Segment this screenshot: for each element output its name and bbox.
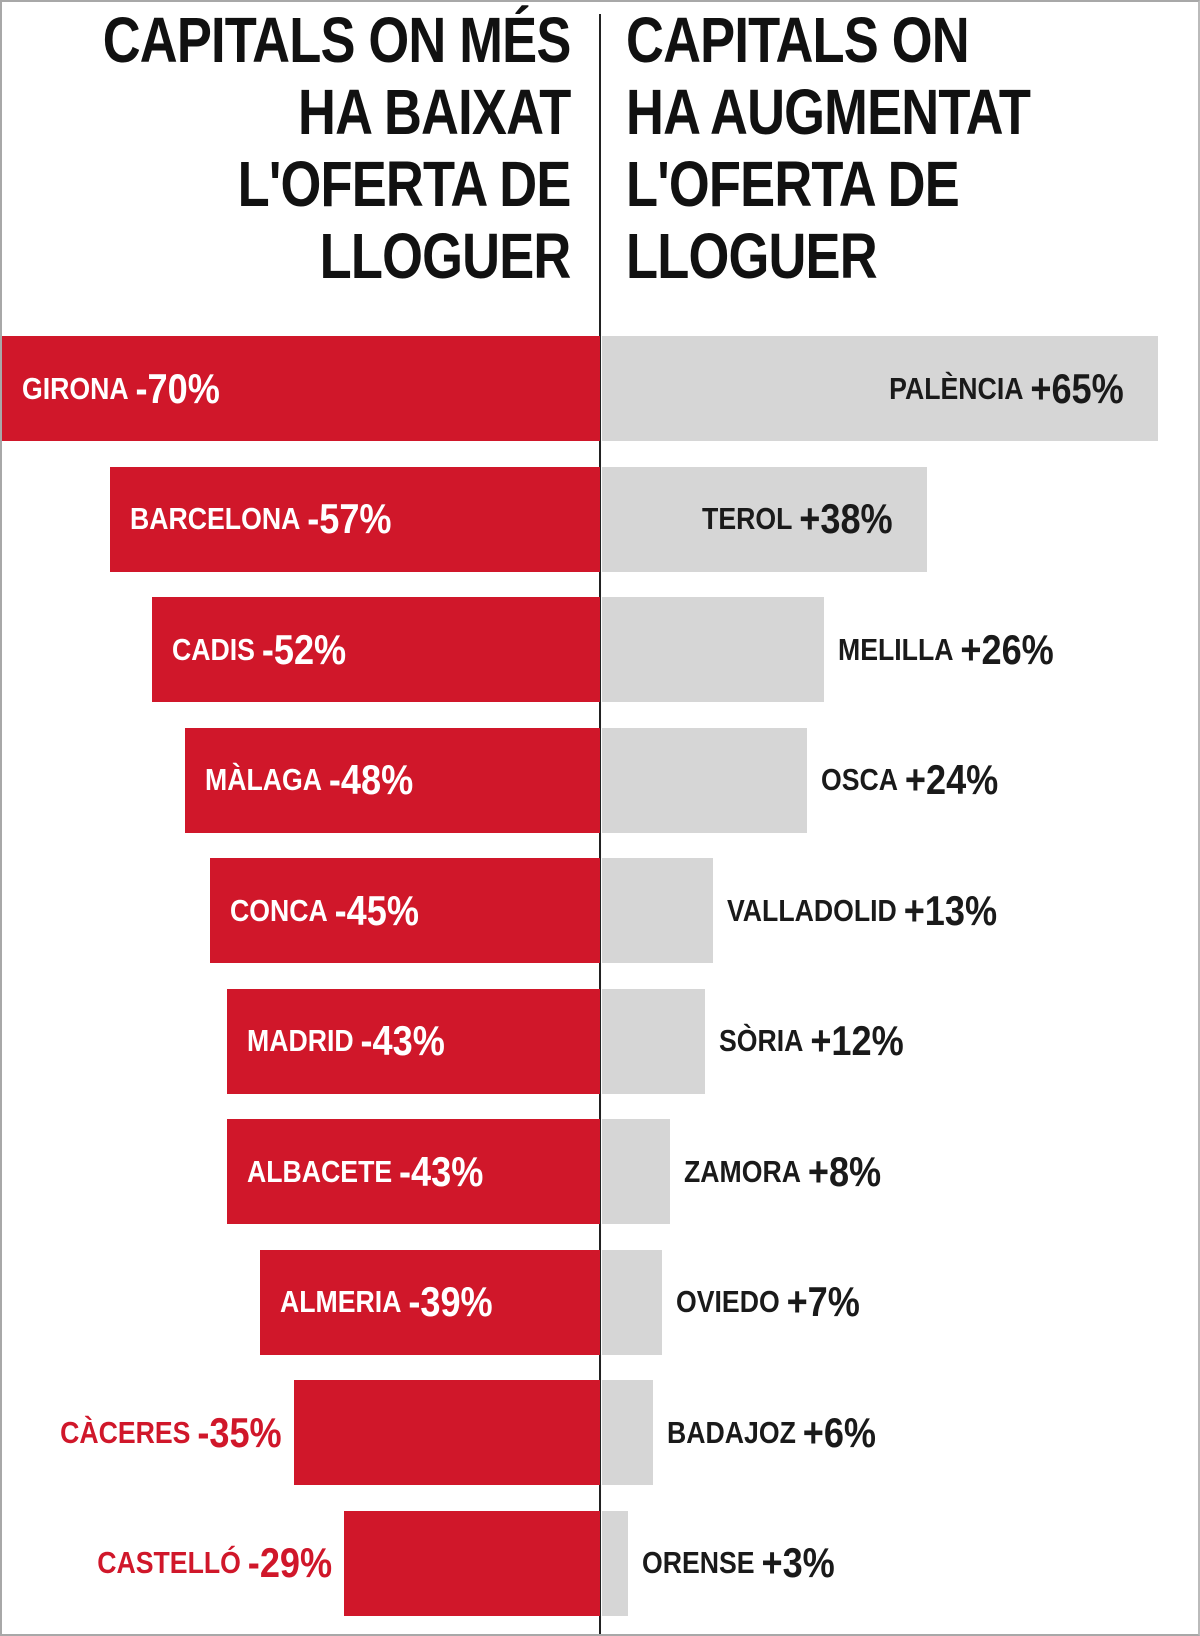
bar-label-name: ALBACETE [246, 1153, 393, 1189]
decrease-label: CASTELLÓ -29% [97, 1511, 332, 1616]
increase-label: SÒRIA +12% [719, 989, 904, 1094]
decrease-bar [260, 1249, 600, 1355]
decrease-label: MADRID -43% [247, 989, 445, 1094]
decrease-label: MÀLAGA -48% [205, 728, 413, 833]
decrease-label: CONCA -45% [230, 858, 419, 963]
bar-label-name: CÀCERES [60, 1414, 191, 1450]
increase-label: VALLADOLID +13% [727, 858, 997, 963]
title-left: CAPITALS ON MÉS HA BAIXAT L'OFERTA DE LL… [2, 4, 571, 292]
increase-bar [602, 336, 1158, 441]
title-line: HA BAIXAT [297, 76, 571, 148]
increase-bar [602, 858, 714, 963]
bar-label-name: GIRONA [21, 370, 129, 406]
bar-label-name: MADRID [246, 1023, 354, 1058]
bar-label-value: +6% [803, 1408, 877, 1456]
increase-bar [602, 727, 808, 833]
decrease-bar [110, 466, 600, 572]
increase-bar [602, 1380, 654, 1485]
decrease-bar [226, 988, 600, 1094]
title-line: L'OFERTA DE [237, 148, 571, 220]
increase-bar [602, 1249, 662, 1355]
bar-label-value: -35% [197, 1408, 282, 1456]
bar-label-value: +12% [809, 1017, 904, 1064]
bar-label-value: -52% [261, 625, 346, 673]
decrease-label: ALBACETE -43% [247, 1119, 483, 1224]
increase-label: OSCA +24% [821, 728, 998, 833]
bar-label-value: +7% [786, 1278, 860, 1325]
bar-label-name: ALMERIA [280, 1284, 402, 1319]
bar-label-value: -57% [307, 495, 392, 542]
title-line: CAPITALS ON MÉS [102, 4, 571, 76]
bar-label-value: -48% [329, 756, 414, 803]
increase-label: PALÈNCIA +65% [889, 336, 1124, 441]
center-axis [599, 14, 601, 1634]
decrease-bar [185, 727, 600, 833]
bar-label-value: -43% [398, 1147, 484, 1195]
title-line: L'OFERTA DE [626, 148, 960, 220]
bar-label-value: +65% [1030, 364, 1124, 412]
bar-label-value: +8% [808, 1147, 882, 1195]
decrease-bar [343, 1510, 600, 1616]
bar-label-value: +24% [905, 756, 999, 803]
bar-label-name: CASTELLÓ [96, 1545, 241, 1580]
increase-label: OVIEDO +7% [676, 1250, 860, 1355]
bar-label-value: +13% [903, 886, 998, 934]
bar-label-value: -45% [334, 886, 420, 934]
bar-label-name: PALÈNCIA [889, 370, 1024, 406]
title-line: CAPITALS ON [626, 4, 970, 76]
decrease-bar [210, 858, 600, 963]
bar-label-name: ZAMORA [684, 1153, 802, 1189]
bar-label-name: SÒRIA [718, 1023, 804, 1058]
increase-label: TEROL +38% [702, 467, 893, 572]
bar-label-value: +38% [799, 495, 893, 542]
increase-bar [602, 597, 825, 702]
increase-bar [602, 1119, 671, 1224]
increase-bar [602, 1510, 628, 1616]
bar-label-name: MÀLAGA [205, 762, 323, 797]
bar-label-value: -70% [135, 364, 220, 412]
bar-label-value: +26% [960, 625, 1055, 673]
decrease-label: GIRONA -70% [22, 336, 220, 441]
decrease-bar [226, 1119, 600, 1224]
decrease-bar [151, 597, 600, 702]
bar-label-name: CONCA [230, 892, 329, 928]
bar-label-value: -43% [360, 1017, 445, 1064]
bar-label-name: OVIEDO [675, 1284, 780, 1319]
increase-label: BADAJOZ +6% [667, 1380, 876, 1485]
title-line: LLOGUER [626, 220, 878, 292]
bar-label-name: MELILLA [838, 631, 954, 667]
decrease-label: CÀCERES -35% [60, 1380, 282, 1485]
bar-label-name: CADIS [171, 631, 255, 667]
decrease-bar [2, 336, 600, 441]
title-line: LLOGUER [319, 220, 571, 292]
decrease-label: ALMERIA -39% [280, 1250, 493, 1355]
bar-label-name: ORENSE [641, 1545, 755, 1580]
bar-label-value: -39% [408, 1278, 494, 1325]
bar-label-value: -29% [247, 1539, 332, 1586]
increase-label: ZAMORA +8% [684, 1119, 881, 1224]
increase-bar [602, 466, 927, 572]
decrease-label: CADIS -52% [172, 597, 346, 702]
increase-bar [602, 988, 705, 1094]
bar-label-name: OSCA [821, 762, 899, 797]
increase-label: MELILLA +26% [838, 597, 1054, 702]
decrease-bar [293, 1380, 600, 1485]
bar-label-name: TEROL [702, 501, 793, 536]
bar-label-value: +3% [761, 1539, 835, 1586]
bar-label-name: BARCELONA [130, 501, 301, 536]
bar-label-name: BADAJOZ [667, 1414, 797, 1450]
title-line: HA AUGMENTAT [626, 76, 1031, 148]
title-right: CAPITALS ON HA AUGMENTAT L'OFERTA DE LLO… [626, 4, 1119, 292]
increase-label: ORENSE +3% [642, 1511, 835, 1616]
bar-label-name: VALLADOLID [727, 892, 897, 928]
decrease-label: BARCELONA -57% [130, 467, 392, 572]
